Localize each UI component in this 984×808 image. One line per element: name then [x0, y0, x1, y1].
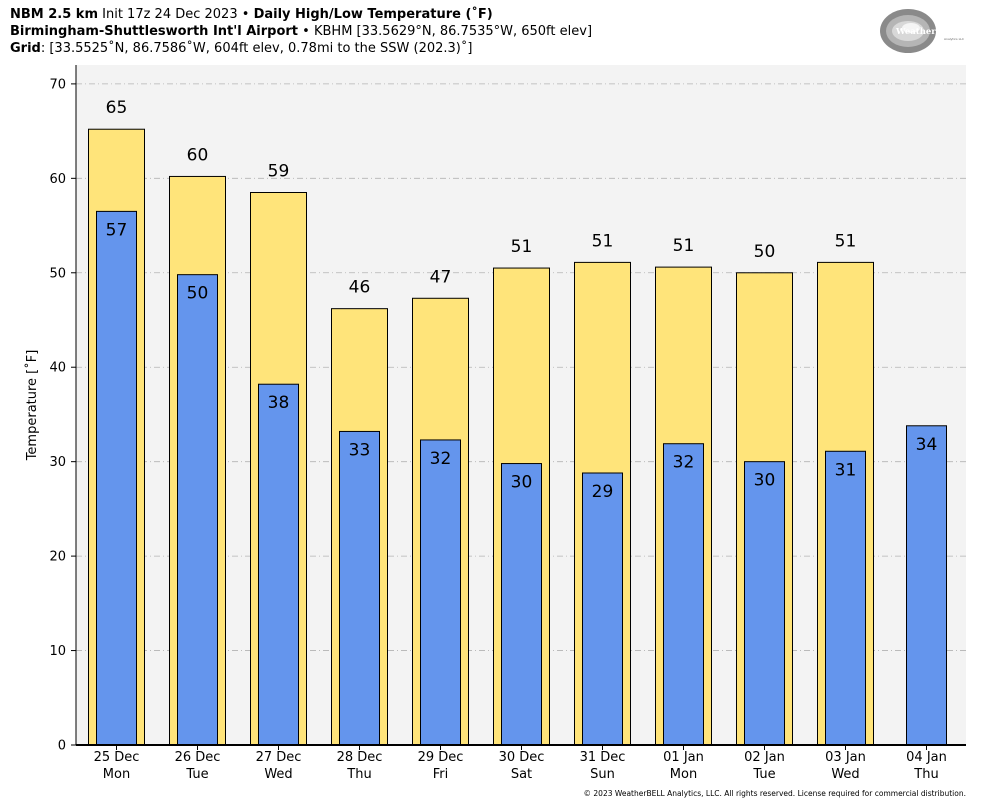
x-axis: 25 Dec Mon 26 Dec Tue 27 Dec Wed 28 Dec Thu 29 D… [76, 744, 966, 782]
low-temp-label: 32 [430, 449, 452, 469]
low-temp-bar [501, 463, 542, 746]
logo-text: WeatherBELL [895, 27, 961, 37]
y-tick-label: 0 [58, 739, 66, 754]
x-tick-label-date: 30 Dec [499, 750, 545, 765]
low-temp-label: 33 [349, 440, 371, 460]
chart-title-line-2: Birmingham-Shuttlesworth Int'l Airport •… [10, 23, 592, 40]
low-temp-bar [582, 472, 623, 746]
x-tick-label-day: Mon [103, 767, 130, 782]
x-tick-label-date: 31 Dec [580, 750, 626, 765]
high-temp-label: 47 [430, 267, 452, 287]
low-temp-label: 57 [106, 220, 128, 240]
high-temp-label: 59 [268, 162, 290, 182]
low-temp-label: 38 [268, 393, 290, 413]
copyright-notice: © 2023 WeatherBELL Analytics, LLC. All r… [583, 789, 966, 798]
low-temp-label: 50 [187, 284, 209, 304]
x-tick-label-date: 02 Jan [744, 750, 785, 765]
x-tick-label-date: 28 Dec [337, 750, 383, 765]
high-temp-label: 51 [592, 231, 614, 251]
logo-subtext: Analytics LLC [944, 37, 964, 41]
x-tick-label-date: 03 Jan [825, 750, 866, 765]
x-tick-label-day: Tue [185, 767, 208, 782]
y-tick-label: 20 [49, 550, 66, 565]
station-details: KBHM [33.5629°N, 86.7535°W, 650ft elev] [313, 24, 593, 39]
grid-label: Grid [10, 41, 41, 56]
x-tick-label-date: 25 Dec [94, 750, 140, 765]
x-tick-label-date: 27 Dec [256, 750, 302, 765]
chart-title: Daily High/Low Temperature (˚F) [253, 7, 493, 22]
high-temp-label: 65 [106, 98, 128, 118]
low-temp-bar [906, 425, 947, 746]
low-temp-bar [825, 450, 866, 746]
weatherbell-logo: WeatherBELL Analytics LLC [880, 9, 964, 53]
y-axis: 0 10 20 30 40 50 60 70 [49, 65, 77, 754]
grid-details: : [33.5525˚N, 86.7586˚W, 604ft elev, 0.7… [40, 41, 473, 56]
x-tick-label-day: Sat [511, 767, 532, 782]
low-temp-label: 31 [835, 460, 857, 480]
high-temp-label: 51 [835, 231, 857, 251]
y-tick-label: 50 [49, 266, 66, 281]
y-tick-label: 10 [49, 644, 66, 659]
x-tick-label-day: Fri [433, 767, 449, 782]
low-temp-bar [258, 383, 299, 746]
high-temp-label: 51 [673, 236, 695, 256]
x-tick-label-day: Thu [346, 767, 371, 782]
x-tick-label-date: 01 Jan [663, 750, 704, 765]
x-tick-label-date: 29 Dec [418, 750, 464, 765]
low-temp-bar [663, 443, 704, 746]
x-tick-label-day: Tue [752, 767, 775, 782]
high-temp-label: 46 [349, 278, 371, 298]
high-temp-label: 60 [187, 145, 209, 165]
high-temp-label: 51 [511, 237, 533, 257]
data-labels: 65 57 60 50 59 38 46 33 47 32 51 30 51 29 51 32 50 30 51 31… [106, 98, 938, 502]
x-tick-label-day: Sun [590, 767, 615, 782]
low-temp-label: 30 [754, 471, 776, 491]
y-tick-label: 60 [49, 172, 66, 187]
low-temp-label: 29 [592, 482, 614, 502]
x-tick-label-day: Wed [264, 767, 292, 782]
station-name: Birmingham-Shuttlesworth Int'l Airport [10, 24, 299, 39]
chart-title-line-1: NBM 2.5 km Init 17z 24 Dec 2023 • Daily … [10, 6, 493, 23]
y-axis-label: Temperature [˚F] [24, 350, 40, 462]
y-tick-label: 70 [49, 77, 66, 92]
x-tick-label-day: Mon [670, 767, 697, 782]
separator: • [302, 24, 310, 39]
init-time: Init 17z 24 Dec 2023 [102, 7, 238, 22]
x-tick-label-day: Thu [913, 767, 938, 782]
x-tick-label-day: Wed [831, 767, 859, 782]
low-temp-bar [96, 210, 137, 746]
low-temp-bar [177, 274, 218, 746]
bars [88, 128, 947, 746]
chart-title-line-3: Grid: [33.5525˚N, 86.7586˚W, 604ft elev,… [10, 40, 472, 57]
model-name: NBM 2.5 km [10, 7, 98, 22]
y-tick-label: 40 [49, 361, 66, 376]
separator: • [241, 7, 250, 22]
low-temp-label: 34 [916, 435, 938, 455]
low-temp-label: 32 [673, 453, 695, 473]
y-tick-label: 30 [49, 455, 66, 470]
x-tick-label-date: 04 Jan [906, 750, 947, 765]
x-tick-label-date: 26 Dec [175, 750, 221, 765]
low-temp-label: 30 [511, 473, 533, 493]
low-temp-bar [339, 430, 380, 746]
low-temp-bar [420, 439, 461, 746]
high-temp-label: 50 [754, 242, 776, 262]
low-temp-bar [744, 461, 785, 746]
